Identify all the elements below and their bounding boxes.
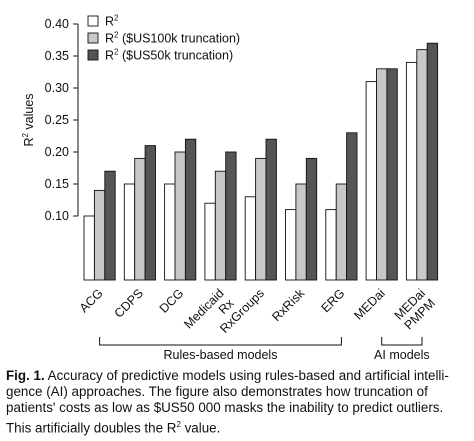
- bar-us50k-truncation: [184, 138, 197, 281]
- bar-: [83, 215, 95, 281]
- caption-text: Accuracy of predictive models using rule…: [6, 368, 449, 436]
- legend-swatch: [87, 15, 99, 27]
- bar-us100k-truncation: [335, 183, 348, 281]
- bar-us50k-truncation: [104, 170, 116, 281]
- caption-text-end: value.: [180, 420, 221, 436]
- x-tick-label: MEDaiPMPM: [392, 286, 438, 332]
- bar-us100k-truncation: [134, 157, 146, 281]
- x-tick-label: ERG: [318, 286, 347, 315]
- y-tick-label: 0.15: [45, 177, 69, 191]
- figure-label: Fig. 1.: [6, 368, 45, 383]
- bar-: [204, 202, 216, 281]
- legend-label: R2: [105, 14, 119, 29]
- group-label: Rules-based models: [164, 348, 278, 362]
- y-tick-label: 0.10: [45, 209, 69, 223]
- bar-us50k-truncation: [265, 138, 277, 281]
- y-tick-label: 0.30: [45, 81, 69, 95]
- bar-us50k-truncation: [386, 68, 398, 281]
- x-tick-label: MEDai: [351, 286, 387, 322]
- bar-: [244, 196, 257, 281]
- bar-: [285, 209, 297, 281]
- legend-swatch: [87, 49, 99, 61]
- x-tick-label: CDPS: [112, 286, 146, 320]
- bar-: [405, 61, 418, 281]
- x-tick-label: RxRisk: [269, 286, 307, 324]
- bar-us100k-truncation: [416, 49, 428, 281]
- y-axis-label: R2 values: [21, 93, 36, 146]
- bar-us50k-truncation: [346, 132, 358, 281]
- bar-us50k-truncation: [225, 151, 237, 281]
- caption-superscript: 2: [176, 419, 181, 429]
- bar-: [123, 183, 136, 281]
- legend-swatch: [87, 32, 99, 44]
- y-tick-label: 0.35: [45, 49, 69, 63]
- group-bracket: [99, 337, 342, 346]
- x-tick-label: ACG: [77, 286, 106, 315]
- bar-us100k-truncation: [376, 68, 388, 281]
- bar-us100k-truncation: [93, 189, 106, 281]
- legend-label: R2 ($US50k truncation): [105, 48, 233, 63]
- group-label: AI models: [374, 348, 430, 362]
- bar-us50k-truncation: [144, 145, 156, 281]
- bar-chart: 0.10 0.15 0.20 0.25 0.30 0.35 0.40 R2 values ACG…: [21, 14, 439, 362]
- y-tick-label: 0.40: [45, 17, 69, 31]
- bar-: [325, 209, 337, 281]
- figure-caption: Fig. 1. Accuracy of predictive models us…: [6, 368, 466, 436]
- group-bracket: [381, 337, 423, 346]
- bar-us50k-truncation: [426, 42, 439, 281]
- bar-us100k-truncation: [295, 183, 307, 281]
- bar-us50k-truncation: [305, 157, 318, 281]
- y-tick-label: 0.25: [45, 113, 69, 127]
- x-tick-label: DCG: [157, 286, 187, 316]
- bar-us100k-truncation: [214, 170, 227, 281]
- bar-: [365, 81, 377, 281]
- legend-label: R2 ($US100k truncation): [105, 31, 240, 46]
- y-tick-label: 0.20: [45, 145, 69, 159]
- bar-: [164, 183, 176, 281]
- bar-us100k-truncation: [174, 151, 186, 281]
- bar-us100k-truncation: [255, 157, 267, 281]
